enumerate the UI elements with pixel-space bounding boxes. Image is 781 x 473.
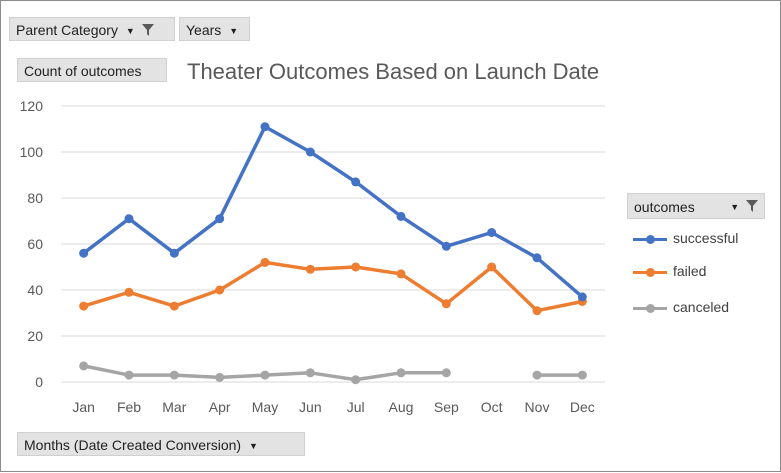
x-tick-label: Nov: [525, 399, 550, 415]
chart-title: Theater Outcomes Based on Launch Date: [187, 59, 600, 84]
parent-category-filter-button[interactable]: Parent Category ▼: [9, 17, 175, 41]
x-tick-label: Mar: [162, 399, 186, 415]
axis-field-button[interactable]: Months (Date Created Conversion) ▼: [17, 432, 305, 456]
x-tick-label: Aug: [389, 399, 414, 415]
data-point-failed: [169, 301, 179, 311]
x-tick-label: Sep: [434, 399, 459, 415]
legend-swatch-canceled: [633, 302, 667, 314]
data-point-successful: [215, 214, 225, 224]
data-point-failed: [351, 262, 361, 272]
data-point-canceled: [532, 370, 542, 380]
data-point-failed: [441, 299, 451, 309]
dropdown-arrow-icon: ▼: [125, 26, 135, 36]
data-point-successful: [487, 228, 497, 237]
value-field-label: Count of outcomes: [24, 63, 142, 79]
legend-label-failed: failed: [673, 263, 707, 279]
filter-icon: [746, 200, 758, 212]
data-point-canceled: [305, 368, 315, 378]
data-point-successful: [260, 122, 270, 132]
legend-label-successful: successful: [673, 230, 739, 246]
data-point-successful: [351, 177, 361, 187]
data-point-canceled: [396, 368, 406, 378]
legend-swatch-failed: [633, 266, 667, 278]
x-tick-label: Apr: [209, 399, 231, 415]
years-label: Years: [186, 22, 222, 38]
legend-item-canceled: canceled: [633, 297, 729, 317]
x-tick-label: Feb: [117, 399, 141, 415]
data-point-canceled: [577, 370, 587, 380]
x-tick-label: Jul: [347, 399, 365, 415]
data-point-failed: [260, 257, 270, 267]
x-tick-label: May: [252, 399, 278, 415]
parent-category-label: Parent Category: [16, 22, 118, 38]
x-tick-label: Jan: [72, 399, 95, 415]
y-tick-label: 80: [27, 190, 43, 206]
data-point-canceled: [124, 370, 134, 380]
data-point-canceled: [169, 370, 179, 380]
dropdown-arrow-icon: ▼: [229, 26, 239, 36]
y-tick-label: 120: [20, 98, 44, 114]
x-tick-label: Oct: [481, 399, 503, 415]
data-point-canceled: [79, 361, 89, 371]
x-tick-label: Dec: [570, 399, 595, 415]
data-point-failed: [305, 264, 315, 274]
data-point-failed: [79, 301, 89, 311]
data-point-failed: [532, 306, 542, 316]
data-point-successful: [124, 214, 134, 224]
legend: outcomes ▼ successful failed canceled: [627, 193, 765, 315]
data-point-successful: [396, 211, 406, 221]
y-tick-label: 60: [27, 236, 43, 252]
data-point-successful: [79, 248, 89, 258]
value-field-button[interactable]: Count of outcomes: [17, 58, 167, 82]
data-point-canceled: [351, 375, 361, 385]
years-filter-button[interactable]: Years ▼: [179, 17, 250, 41]
legend-item-successful: successful: [633, 228, 738, 248]
data-point-successful: [169, 248, 179, 258]
y-tick-label: 0: [35, 374, 43, 390]
data-point-successful: [577, 292, 587, 302]
y-tick-label: 40: [27, 282, 43, 298]
legend-swatch-successful: [633, 233, 667, 245]
y-tick-label: 20: [27, 328, 43, 344]
data-point-failed: [487, 262, 497, 272]
data-point-successful: [441, 241, 451, 251]
y-tick-label: 100: [20, 144, 44, 160]
data-point-canceled: [260, 370, 270, 380]
axis-field-label: Months (Date Created Conversion): [24, 437, 242, 453]
legend-item-failed: failed: [633, 261, 706, 281]
data-point-failed: [215, 285, 225, 295]
dropdown-arrow-icon: ▼: [730, 202, 740, 212]
data-point-failed: [124, 287, 134, 297]
series-line-failed: [81, 260, 585, 313]
x-tick-label: Jun: [299, 399, 322, 415]
data-point-successful: [532, 253, 542, 263]
filter-icon: [141, 24, 154, 36]
data-point-canceled: [441, 368, 451, 378]
data-point-failed: [396, 269, 406, 279]
legend-field-button[interactable]: outcomes ▼: [627, 193, 765, 219]
legend-field-label: outcomes: [634, 199, 695, 215]
data-point-successful: [305, 147, 315, 157]
legend-label-canceled: canceled: [673, 299, 730, 315]
dropdown-arrow-icon: ▼: [249, 441, 258, 451]
series-line-successful: [81, 124, 585, 299]
data-point-canceled: [215, 372, 225, 382]
